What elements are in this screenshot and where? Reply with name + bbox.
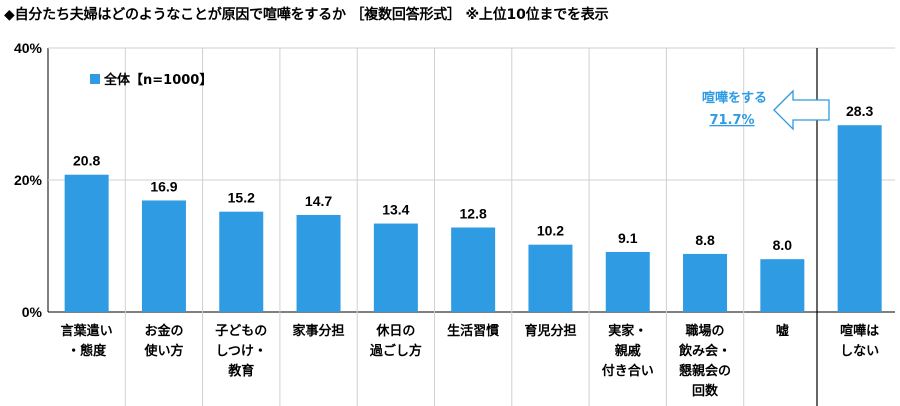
data-label: 20.8 [73,153,100,169]
data-label: 15.2 [228,190,255,206]
data-label: 9.1 [618,230,638,246]
chart-title: ◆自分たち夫婦はどのようなことが原因で喧嘩をするか ［複数回答形式］ ※上位10… [4,7,609,23]
category-label: 休日の [375,323,415,339]
callout: 喧嘩をする 71.7% [702,89,830,131]
bar [219,211,264,312]
bar [605,251,650,312]
y-tick-label: 0% [22,304,43,320]
category-label: お金の [144,323,183,339]
category-label: 付き合い [602,363,654,379]
bar [760,259,805,312]
left-arrow-icon [773,89,830,131]
bar [296,214,341,312]
category-label: 子どもの [215,324,267,339]
category-label: 回数 [692,383,719,399]
category-label: ・態度 [67,343,107,359]
category-label: 生活習慣 [447,323,499,339]
category-label: 職場の [686,323,725,339]
y-tick-label: 40% [14,40,43,56]
callout-percent: 71.7% [709,113,754,128]
category-label: しつけ・ [216,344,267,359]
data-labels: 20.8 16.9 15.2 14.7 13.4 12.8 10.2 9.1 8.8 8.0 28.… [73,103,873,253]
bar [373,223,418,312]
category-label: 飲み会・ [678,343,731,359]
bar [683,253,728,312]
data-label: 8.8 [695,232,715,248]
bar [837,125,882,312]
category-label: 嘘 [776,323,789,339]
category-label: 家事分担 [293,323,345,339]
legend-label: 全体【n=1000】 [103,72,212,88]
category-label: 懇親会の [679,363,731,379]
bar [64,174,109,312]
callout-text: 喧嘩をする [702,90,767,106]
data-label: 13.4 [382,202,409,218]
grid-lines [47,47,895,406]
category-label: しない [840,344,879,359]
data-label: 8.0 [773,237,793,253]
bar [528,244,573,312]
bar [451,227,496,312]
category-label: 教育 [227,363,254,379]
category-label: 実家・ [608,323,647,339]
bar [141,200,186,312]
legend: 全体【n=1000】 [90,72,212,88]
data-label: 12.8 [460,206,487,222]
category-label: 親戚 [615,343,641,359]
y-tick-label: 20% [14,172,43,188]
category-label: 使い方 [143,343,183,359]
bars [64,125,882,312]
data-label: 16.9 [150,178,177,194]
y-axis-ticks: 0% 20% 40% [14,40,43,320]
category-label: 言葉遣い [61,323,113,339]
category-label: 育児分担 [524,323,576,339]
data-label: 10.2 [537,223,564,239]
category-label: 喧嘩は [840,323,879,339]
data-label: 28.3 [846,103,873,119]
category-label: 過ごし方 [369,343,422,359]
data-label: 14.7 [305,193,332,209]
legend-swatch [90,74,100,84]
